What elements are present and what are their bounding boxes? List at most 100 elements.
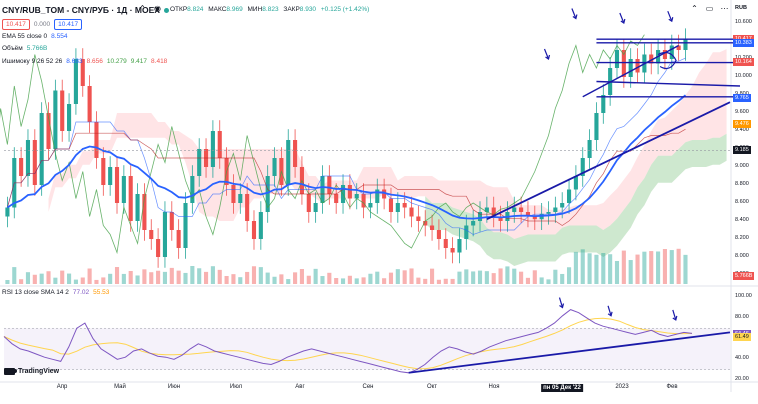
arrow-up-icon[interactable]: ⌃ — [139, 4, 146, 13]
ichimoku-tenkan-line — [7, 57, 686, 235]
price-tick-label: 10.000 — [735, 73, 752, 79]
candle-body — [491, 207, 496, 217]
candle-body — [101, 158, 106, 185]
volume-bar — [245, 271, 250, 284]
candle-body — [594, 113, 599, 140]
trade-panel: 10.417 0.000 10.417 — [2, 18, 83, 30]
price-tag: 10.164 — [733, 58, 754, 67]
price-tick-label: 9.600 — [735, 109, 749, 115]
ema-legend[interactable]: EMA 55 close 0 8.554 — [2, 31, 67, 41]
price-tick-label: 10.600 — [735, 19, 752, 25]
symbol-title[interactable]: CNY/RUB_TOM - CNY/РУБ · 1Д · MOEX — [2, 5, 160, 15]
candle-body — [443, 239, 448, 248]
currency-label[interactable]: RUB — [735, 5, 747, 11]
volume-value: 5.766B — [26, 44, 48, 52]
volume-bar — [436, 279, 441, 284]
annotation-arrow — [619, 12, 625, 24]
ichimoku-label: Ишимоку 9 26 52 26 — [2, 57, 63, 65]
ichimoku-tenkan: 8.683 — [66, 57, 83, 65]
volume-bar — [320, 276, 325, 284]
candle-body — [293, 140, 298, 167]
volume-bar — [169, 267, 174, 284]
volume-bar — [450, 278, 455, 284]
volume-bar — [279, 274, 284, 284]
more-icon[interactable]: ⋯ — [720, 4, 729, 13]
candle-body — [334, 194, 339, 203]
annotation-rsi-arrowhead — [607, 311, 613, 317]
volume-bar — [395, 269, 400, 284]
volume-bar — [334, 278, 339, 284]
price-tag: 9.765 — [733, 94, 751, 103]
volume-bar — [354, 278, 359, 284]
rsi-tick-label: 80.00 — [735, 313, 749, 320]
volume-bar — [546, 279, 551, 284]
candle-body — [430, 225, 435, 230]
candle-body — [649, 54, 654, 64]
candle-body — [19, 158, 24, 176]
candle-body — [121, 176, 126, 203]
sell-button[interactable]: 10.417 — [2, 18, 30, 30]
tradingview-logo[interactable]: TradingView — [4, 368, 59, 375]
candle-body — [436, 230, 441, 239]
candle-body — [580, 158, 585, 176]
pane-toolbar: ⌃ ▭ ⋯ — [690, 4, 729, 13]
arrow-up-icon[interactable]: ⌃ — [691, 4, 698, 13]
candle-body — [560, 203, 565, 208]
volume-bar — [628, 260, 633, 284]
time-tick-label: Окт — [426, 384, 438, 390]
volume-bar — [505, 266, 510, 284]
annotation-trend-line — [582, 44, 679, 98]
volume-bar — [32, 274, 37, 284]
candle-body — [286, 140, 291, 185]
volume-bar — [498, 268, 503, 284]
candle-body — [573, 176, 578, 190]
volume-bar — [621, 250, 626, 284]
volume-bar — [190, 266, 195, 284]
volume-legend[interactable]: Объём 5.766B — [2, 43, 47, 53]
candle-body — [183, 203, 188, 248]
candle-body — [265, 176, 270, 212]
ohlc-readout: ОТКР8.824 МАКС8.969 МИН8.823 ЗАКР8.930 +… — [170, 6, 372, 13]
volume-bar — [299, 269, 304, 284]
candle-body — [587, 140, 592, 158]
market-status-icon — [163, 7, 169, 13]
annotation-arrow — [667, 10, 673, 22]
rsi-sma-line — [3, 317, 693, 370]
rsi-tick-label: 20.00 — [735, 376, 749, 382]
buy-button[interactable]: 10.417 — [54, 18, 83, 30]
volume-bar — [423, 278, 428, 284]
eye-icon[interactable]: ◉ — [154, 4, 161, 13]
volume-bar — [217, 269, 222, 284]
ichimoku-legend[interactable]: Ишимоку 9 26 52 26 8.683 8.656 10.279 9.… — [2, 56, 167, 66]
annotation-rsi-arrow — [558, 297, 564, 308]
candle-body — [320, 176, 325, 203]
price-tag: 5.766B — [733, 272, 755, 280]
price-tick-label: 8.800 — [735, 181, 749, 187]
spread-value: 0.000 — [33, 20, 51, 28]
annotation-level-line — [596, 80, 741, 87]
volume-bar — [5, 280, 10, 284]
expand-icon[interactable]: ▭ — [705, 4, 714, 13]
open-value: 8.824 — [187, 6, 204, 13]
candle-body — [272, 158, 277, 176]
series-toolbar: ⌃ ◉ — [138, 4, 162, 13]
candle-body — [525, 212, 531, 217]
volume-bar — [67, 273, 72, 284]
open-label: ОТКР — [170, 6, 188, 13]
volume-bar — [477, 270, 483, 284]
rsi-legend[interactable]: RSI 13 close SMA 14 2 77.02 55.53 — [2, 289, 109, 296]
candle-body — [60, 90, 65, 131]
volume-bar — [265, 272, 270, 284]
annotation-rsi-arrow — [607, 305, 612, 316]
annotation-support-line — [486, 101, 731, 221]
volume-bar — [662, 249, 667, 284]
ichimoku-kijun: 8.656 — [86, 57, 103, 65]
high-label: МАКС — [208, 6, 227, 13]
candle-body — [450, 248, 455, 253]
candle-body — [683, 39, 688, 50]
candle-body — [73, 59, 78, 104]
candle-body — [512, 207, 517, 212]
volume-bar — [614, 260, 620, 284]
